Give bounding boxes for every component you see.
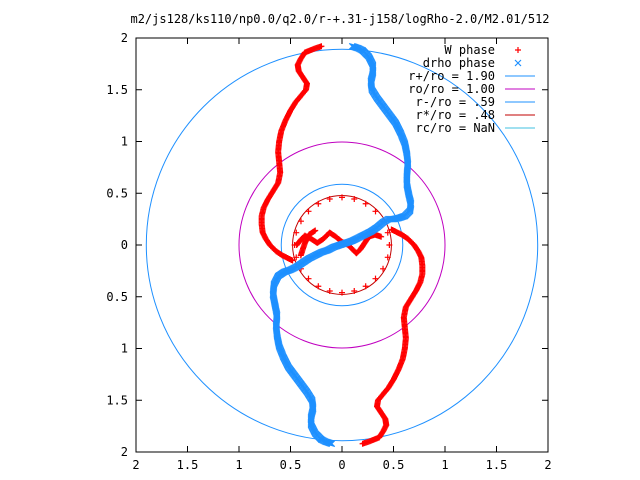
point-s0-592: [291, 242, 298, 248]
point-s0-596: [315, 283, 322, 290]
point-s0-579: [312, 227, 319, 234]
point-s0-598: [339, 289, 345, 296]
point-s0-586: [339, 194, 345, 201]
x-tick-label-8: 2: [544, 458, 551, 472]
x-tick-label-2: 1: [235, 458, 242, 472]
x-tick-label-7: 1.5: [486, 458, 508, 472]
legend-label-2: r+/ro = 1.90: [408, 69, 495, 83]
point-s0-451: [301, 49, 308, 56]
y-tick-label-4: 0: [121, 238, 128, 252]
legend-marker-1: [514, 59, 522, 67]
point-s0-595: [305, 275, 312, 282]
legend-label-1: drho phase: [423, 56, 495, 70]
circle-0: [145, 48, 539, 442]
legend-label-4: r-/ro = .59: [416, 95, 495, 109]
legend-label-3: ro/ro = 1.00: [408, 82, 495, 96]
point-s0-591: [293, 229, 300, 236]
legend-label-6: rc/ro = NaN: [416, 121, 495, 135]
x-tick-label-6: 1: [441, 458, 448, 472]
point-s1-458: [328, 440, 336, 448]
chart-title: m2/js128/ks110/np0.0/q2.0/r-+.31-j158/lo…: [130, 12, 549, 26]
x-tick-label-0: 2: [132, 458, 139, 472]
point-s0-600: [362, 283, 369, 290]
point-s0-597: [326, 287, 333, 294]
data-points: [258, 42, 522, 448]
point-s0-552: [378, 233, 385, 240]
point-s0-417: [289, 257, 296, 264]
point-s0-589: [305, 208, 312, 215]
point-s0-601: [372, 275, 379, 282]
y-tick-label-6: 1: [121, 342, 128, 356]
y-tick-label-7: 1.5: [106, 393, 128, 407]
point-s0-588: [315, 200, 322, 207]
y-tick-label-0: 2: [121, 31, 128, 45]
y-tick-label-8: 2: [121, 445, 128, 459]
y-tick-label-5: 0.5: [106, 290, 128, 304]
x-tick-label-1: 1.5: [177, 458, 199, 472]
point-s0-208: [388, 226, 395, 233]
circle-1: [238, 141, 446, 349]
point-s0-587: [326, 196, 333, 203]
legend-marker-0: [515, 47, 521, 53]
y-tick-label-3: 0.5: [106, 186, 128, 200]
point-s0-593: [293, 254, 300, 261]
legend-label-0: W phase: [444, 43, 495, 57]
x-tick-label-5: 0.5: [383, 458, 405, 472]
circle-2: [280, 183, 404, 307]
point-s0-583: [372, 208, 379, 215]
point-s0-590: [297, 218, 304, 225]
axis-ticks: 2 1.5 1 0.5 0 0.5 1 1.5 221.510.500.511.52: [106, 31, 551, 472]
x-tick-label-4: 0: [338, 458, 345, 472]
x-tick-label-3: 0.5: [280, 458, 302, 472]
point-s0-584: [362, 200, 369, 207]
point-s0-434: [376, 434, 383, 441]
point-s1-447: [348, 42, 356, 50]
point-s0-599: [351, 287, 358, 294]
y-tick-label-2: 1: [121, 135, 128, 149]
point-s0-581: [384, 229, 391, 236]
point-s0-602: [380, 265, 387, 272]
y-tick-label-1: 1.5: [106, 83, 128, 97]
point-s0-580: [386, 242, 393, 248]
point-s0-603: [384, 254, 391, 261]
legend-label-5: r*/ro = .48: [416, 108, 495, 122]
point-s0-585: [351, 196, 358, 203]
